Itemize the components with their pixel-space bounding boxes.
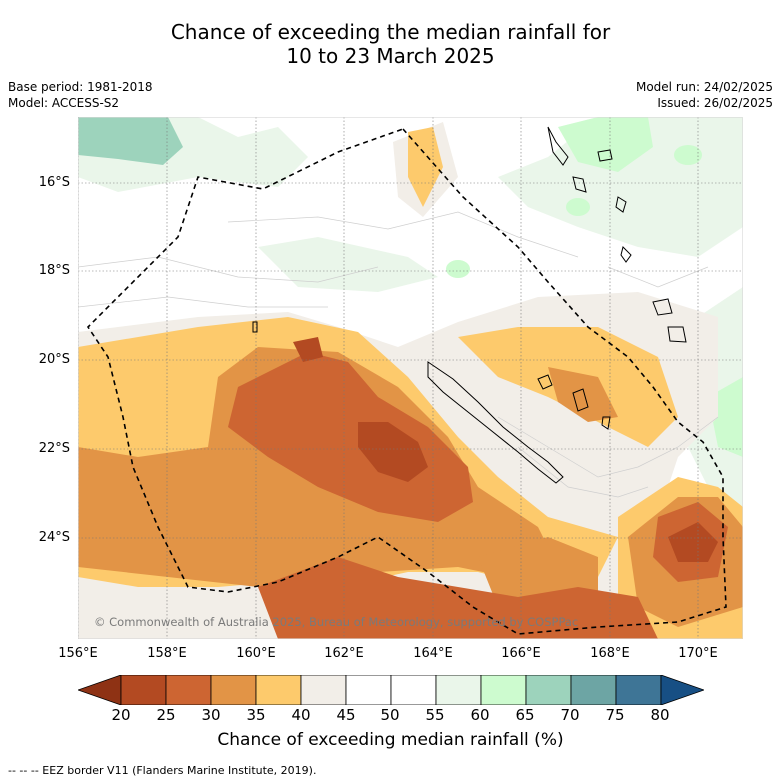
colorbar-box-9 — [480, 675, 527, 705]
colorbar-box-6 — [345, 675, 392, 705]
lon-label-160e: 160°E — [236, 646, 276, 661]
vanuatu-coast-e — [620, 246, 632, 263]
field-60-65-ne — [558, 117, 653, 172]
colorbar-box-11 — [570, 675, 617, 705]
new-caledonia-coast — [427, 361, 564, 484]
field-20-25-se — [668, 522, 718, 562]
colorbar-box-4 — [255, 675, 302, 705]
colorbar-box-5 — [300, 675, 347, 705]
colorbar-tick-20: 20 — [111, 706, 131, 724]
colorbar-box-2 — [165, 675, 212, 705]
island-east — [652, 298, 687, 343]
colorbar-tick-30: 30 — [201, 706, 221, 724]
contour-lines — [78, 211, 719, 498]
small-island-west — [252, 321, 258, 333]
colorbar-box-7 — [390, 675, 437, 705]
vanuatu-coast-d — [615, 196, 627, 213]
field-60-65-small-a — [446, 260, 470, 278]
colorbar-label: Chance of exceeding median rainfall (%) — [217, 730, 564, 750]
colorbar-tick-70: 70 — [560, 706, 580, 724]
map-copyright: © Commonwealth of Australia 2025, Bureau… — [94, 615, 578, 629]
lon-label-166e: 166°E — [501, 646, 541, 661]
model-name: Model: ACCESS-S2 — [8, 96, 120, 110]
lon-label-156e: 156°E — [58, 646, 98, 661]
colorbar-tick-45: 45 — [336, 706, 356, 724]
vanuatu-coast-c — [597, 149, 613, 162]
lon-label-164e: 164°E — [413, 646, 453, 661]
field-60-65-small-b — [674, 145, 702, 165]
vanuatu-coast-a — [547, 126, 569, 166]
colorbar-tick-60: 60 — [470, 706, 490, 724]
colorbar-tick-35: 35 — [246, 706, 266, 724]
colorbar-over-triangle — [660, 675, 704, 705]
colorbar-under-triangle — [78, 675, 122, 705]
field-55-60-mid — [258, 237, 438, 292]
colorbar-box-10 — [525, 675, 572, 705]
vanuatu-coast-b — [572, 176, 587, 193]
loyalty-islands — [537, 374, 611, 430]
eez-border — [86, 128, 727, 635]
colorbar-tick-55: 55 — [425, 706, 445, 724]
colorbar-tick-80: 80 — [650, 706, 670, 724]
colorbar-box-12 — [615, 675, 662, 705]
colorbar-box-3 — [210, 675, 257, 705]
eez-legend-note: -- -- -- EEZ border V11 (Flanders Marine… — [8, 764, 317, 777]
field-35-40-north — [408, 127, 443, 207]
lon-label-170e: 170°E — [678, 646, 718, 661]
colorbar — [78, 675, 704, 705]
field-25-30-core — [228, 352, 473, 522]
field-60-65-small-c — [566, 198, 590, 216]
lat-label-22s: 22°S — [38, 441, 70, 456]
lat-label-24s: 24°S — [38, 530, 70, 545]
map-title-line2: 10 to 23 March 2025 — [286, 44, 495, 68]
colorbar-tick-40: 40 — [291, 706, 311, 724]
model-run: Model run: 24/02/2025 — [635, 80, 773, 94]
colorbar-tick-50: 50 — [380, 706, 400, 724]
colorbar-tick-25: 25 — [156, 706, 176, 724]
colorbar-tick-65: 65 — [515, 706, 535, 724]
coastlines — [252, 126, 687, 484]
field-65-70-nw — [78, 117, 183, 165]
field-30-35-e — [548, 367, 618, 422]
issued-date: Issued: 26/02/2025 — [657, 96, 773, 110]
field-25-30-s — [258, 557, 658, 639]
rainfall-map: © Commonwealth of Australia 2025, Bureau… — [78, 117, 743, 639]
field-20-25-nw — [293, 337, 323, 362]
base-period: Base period: 1981-2018 — [8, 80, 153, 94]
field-20-25-core — [358, 422, 428, 482]
lon-label-162e: 162°E — [324, 646, 364, 661]
colorbar-box-1 — [120, 675, 167, 705]
lat-label-20s: 20°S — [38, 352, 70, 367]
colorbar-tick-75: 75 — [605, 706, 625, 724]
lon-label-168e: 168°E — [590, 646, 630, 661]
grid-lines — [78, 117, 743, 639]
lon-label-158e: 158°E — [147, 646, 187, 661]
map-title-line1: Chance of exceeding the median rainfall … — [170, 20, 611, 44]
lat-label-18s: 18°S — [38, 263, 70, 278]
lat-label-16s: 16°S — [38, 175, 70, 190]
colorbar-box-8 — [435, 675, 482, 705]
